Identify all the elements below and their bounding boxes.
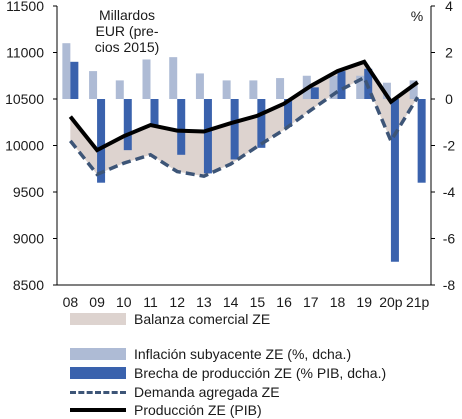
legend-item: Demanda agregada ZE [70,383,280,401]
left-tick-label: 10000 [5,138,44,154]
axes-layer [53,5,435,286]
output-gap-bar-15 [257,99,266,148]
legend-label: Inflación subyacente ZE (%, dcha.) [134,346,352,362]
legend-solid-line-swatch [70,408,126,412]
left-tick-label: 11500 [6,0,44,14]
aggregate-demand-line [68,75,420,179]
legend-dashed-line-swatch [70,390,126,394]
legend-item: Inflación subyacente ZE (%, dcha.) [70,345,351,363]
x-tick-label: 15 [250,294,266,310]
left-tick-label: 10500 [5,91,44,107]
left-tick-label: 11000 [6,45,44,61]
core-inflation-bar-19 [356,75,365,99]
legend-color-swatch [70,367,126,379]
x-tick-label: 20p [379,294,403,310]
core-inflation-bar-09 [89,71,98,99]
legend-label: Brecha de producción ZE (% PIB, dcha.) [134,365,387,381]
output-gap-bar-10 [123,99,132,151]
x-tick-label: 12 [169,294,185,310]
gdp-line [68,59,419,153]
legend-item: Balanza comercial ZE [70,310,270,328]
core-inflation-bar-11 [142,59,151,99]
core-inflation-bar-12 [169,57,178,99]
x-tick-label: 08 [63,294,79,310]
output-gap-bar-13 [203,99,212,174]
right-axis-title: % [411,8,423,24]
output-gap-bar-14 [230,99,239,160]
right-tick-label: 2 [445,45,453,61]
legend-item: Brecha de producción ZE (% PIB, dcha.) [70,364,386,382]
output-gap-bar-21p [417,99,426,183]
left-tick-label: 9500 [13,184,44,200]
legend-label: Balanza comercial ZE [134,311,271,327]
x-tick-label: 18 [330,294,346,310]
legend-label: Demanda agregada ZE [134,384,280,400]
left-axis-title: Millardos [99,7,155,23]
x-tick-label: 13 [196,294,212,310]
legend-color-swatch [70,313,126,325]
output-gap-bar-17 [310,87,319,99]
output-gap-bar-12 [177,99,186,155]
x-tick-label: 09 [89,294,105,310]
left-tick-label: 8500 [13,277,44,293]
core-inflation-bar-08 [62,43,71,99]
core-inflation-bar-15 [249,80,258,99]
core-inflation-bar-16 [276,78,285,99]
output-gap-bar-11 [150,99,159,127]
x-tick-label: 10 [116,294,132,310]
x-tick-label: 14 [223,294,239,310]
tick-labels-layer: 8500 9000 9500 10000 10500 11000 11500 -8 -6 -4 -2… [5,0,455,310]
right-tick-label: -4 [443,184,456,200]
legend-item: Producción ZE (PIB) [70,401,262,419]
right-tick-label: -2 [443,138,456,154]
core-inflation-bar-10 [115,80,124,99]
right-tick-label: -6 [443,231,456,247]
output-gap-bar-09 [97,99,106,183]
core-inflation-bar-13 [195,73,204,99]
x-tick-label: 21p [406,294,430,310]
right-tick-label: -8 [443,277,456,293]
x-tick-label: 17 [303,294,319,310]
x-tick-label: 19 [356,294,372,310]
output-gap-bar-18 [337,71,346,99]
left-axis-title: EUR (pre- [95,23,158,39]
output-gap-bar-16 [284,99,293,127]
right-tick-label: 0 [445,91,453,107]
bars-layer [62,43,426,262]
output-gap-bar-20p [390,99,399,262]
core-inflation-bar-18 [329,75,338,99]
legend-label: Producción ZE (PIB) [134,402,262,418]
right-tick-label: 4 [445,0,453,14]
core-inflation-bar-14 [222,80,231,99]
legend-color-swatch [70,348,126,360]
left-axis-title: cios 2015) [95,39,160,55]
lines-layer [68,59,420,179]
core-inflation-bar-20p [382,82,391,99]
output-gap-bar-08 [70,61,79,99]
x-tick-label: 11 [143,294,158,310]
x-tick-label: 16 [276,294,292,310]
left-tick-label: 9000 [13,231,44,247]
core-inflation-bar-21p [409,80,418,99]
